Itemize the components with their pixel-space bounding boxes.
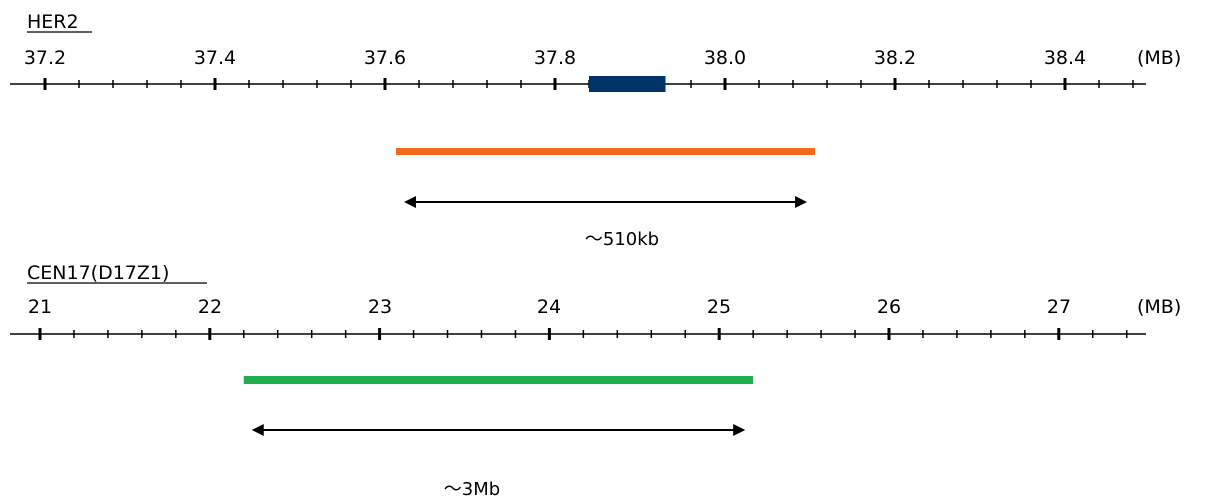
her2-tick-label: 38.2 (874, 47, 916, 69)
cen17-tick-label: 23 (368, 296, 392, 318)
cen17-tick-label: 24 (537, 296, 561, 318)
cen17-tick-label: 26 (877, 296, 901, 318)
her2-gene-marker (589, 76, 666, 92)
her2-tick-labels: 37.2 37.4 37.6 37.8 38.0 38.2 38.4 (24, 47, 1086, 69)
her2-unit-label: (MB) (1137, 47, 1181, 69)
her2-panel: HER2 37.2 37.4 37.6 37.8 38.0 38.2 38.4 … (10, 11, 1181, 250)
cen17-axis-ticks (38, 328, 1128, 340)
her2-span-label: ～510kb (585, 229, 659, 250)
her2-tick-label: 38.0 (704, 47, 746, 69)
cen17-tick-label: 27 (1047, 296, 1071, 318)
her2-tick-label: 38.4 (1044, 47, 1086, 69)
cen17-panel: CEN17(D17Z1) 21 22 23 24 25 26 27 (MB) ～… (10, 262, 1181, 500)
her2-probe-bar (396, 148, 816, 155)
cen17-span-label: ～3Mb (444, 479, 500, 500)
cen17-tick-label: 25 (707, 296, 731, 318)
her2-title: HER2 (27, 11, 79, 33)
her2-tick-label: 37.2 (24, 47, 66, 69)
cen17-tick-label: 22 (198, 296, 222, 318)
cen17-unit-label: (MB) (1137, 296, 1181, 318)
cen17-title: CEN17(D17Z1) (27, 262, 169, 284)
her2-tick-label: 37.6 (364, 47, 406, 69)
cen17-tick-labels: 21 22 23 24 25 26 27 (28, 296, 1071, 318)
her2-tick-label: 37.4 (194, 47, 236, 69)
her2-axis-ticks (43, 78, 1134, 90)
her2-tick-label: 37.8 (534, 47, 576, 69)
cen17-probe-bar (243, 376, 754, 384)
cen17-tick-label: 21 (28, 296, 52, 318)
